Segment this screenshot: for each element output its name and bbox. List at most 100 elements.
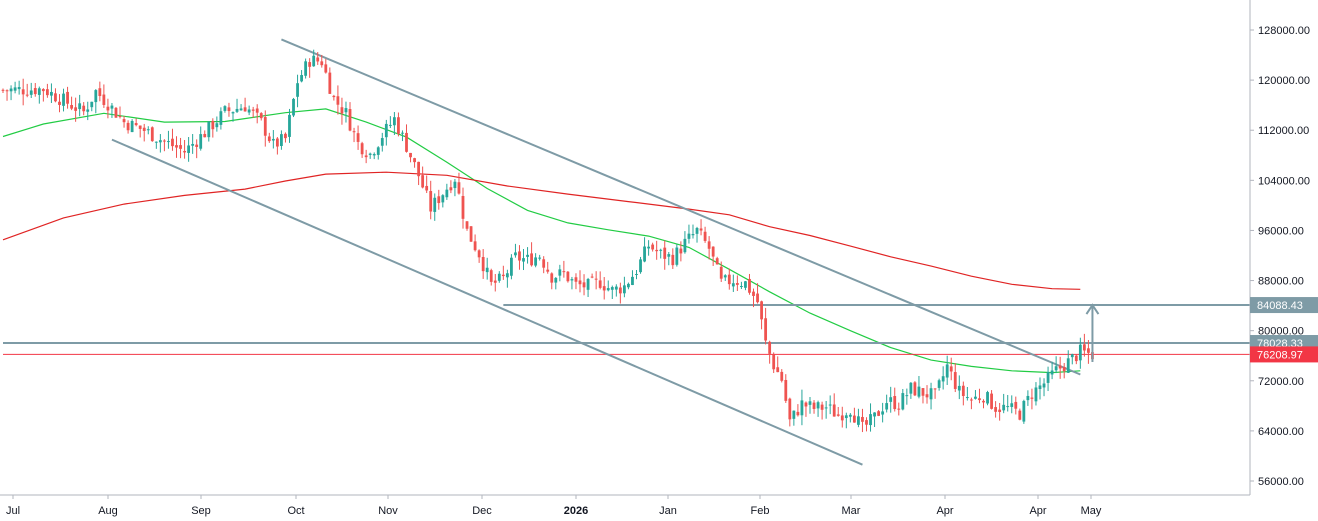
candle-body bbox=[760, 301, 763, 320]
candle-body bbox=[893, 396, 897, 410]
candle-body bbox=[1046, 372, 1050, 383]
candle-body bbox=[873, 412, 876, 417]
candle-body bbox=[518, 251, 521, 261]
candle-body bbox=[550, 273, 554, 283]
candle-body bbox=[978, 398, 981, 401]
target-arrow-head bbox=[1085, 303, 1100, 315]
candle-body bbox=[1010, 403, 1014, 407]
candle-body bbox=[130, 120, 134, 133]
candle-body bbox=[441, 195, 445, 203]
candle-body bbox=[227, 107, 231, 112]
candle-body bbox=[675, 247, 679, 265]
candle-body bbox=[54, 93, 57, 102]
candle-body bbox=[1050, 370, 1054, 375]
candle-body bbox=[1, 89, 5, 91]
candle-body bbox=[134, 123, 138, 126]
candle-body bbox=[1038, 385, 1042, 390]
candle-body bbox=[239, 108, 243, 111]
candle-body bbox=[29, 90, 33, 95]
candle-body bbox=[865, 420, 868, 425]
candle-body bbox=[816, 402, 820, 409]
candle-body bbox=[183, 150, 186, 153]
candle-body bbox=[812, 402, 816, 409]
candle-body bbox=[510, 257, 513, 276]
candle-body bbox=[651, 244, 655, 250]
candle-body bbox=[631, 276, 634, 286]
candle-body bbox=[1087, 348, 1090, 353]
candle-body bbox=[606, 288, 610, 291]
candle-body bbox=[824, 407, 828, 409]
candle-body bbox=[1030, 397, 1034, 399]
candle-body bbox=[1078, 344, 1082, 361]
candle-body bbox=[792, 410, 796, 419]
candle-body bbox=[534, 257, 538, 266]
candle-body bbox=[772, 354, 776, 370]
candle-body bbox=[554, 277, 558, 283]
candle-body bbox=[578, 280, 582, 285]
candle-body bbox=[320, 61, 324, 66]
candle-body bbox=[154, 141, 158, 143]
candle-body bbox=[897, 408, 901, 410]
candle-body bbox=[1026, 395, 1030, 401]
candle-body bbox=[970, 399, 973, 401]
candle-body bbox=[191, 143, 195, 146]
time-tick-label: Aug bbox=[98, 505, 118, 517]
time-axis[interactable]: Jul Aug Sep Oct Nov Dec 2026 Jan Feb Mar Apr Apr May bbox=[0, 494, 1250, 517]
candle-body bbox=[917, 386, 921, 397]
candle-body bbox=[655, 249, 659, 252]
candle-body bbox=[905, 395, 909, 397]
candle-body bbox=[1074, 355, 1078, 362]
candle-body bbox=[50, 91, 53, 96]
candle-body bbox=[171, 138, 174, 147]
candle-body bbox=[453, 181, 457, 189]
candle-body bbox=[522, 258, 525, 262]
candle-body bbox=[340, 107, 344, 114]
candle-body bbox=[627, 283, 630, 288]
candle-body bbox=[195, 144, 199, 147]
candle-body bbox=[328, 72, 332, 94]
candle-body bbox=[259, 113, 263, 119]
candle-body bbox=[332, 95, 336, 98]
time-tick-label: Apr bbox=[1029, 505, 1046, 517]
candle-body bbox=[695, 227, 699, 234]
candle-body bbox=[86, 109, 90, 112]
candle-body bbox=[445, 189, 449, 198]
candle-body bbox=[243, 107, 247, 112]
time-tick-label: Mar bbox=[842, 505, 861, 517]
price-tag-background bbox=[1250, 297, 1318, 314]
candle-body bbox=[582, 282, 586, 288]
price-axis[interactable]: 128000.00 120000.00 112000.00 104000.00 9600… bbox=[1249, 0, 1318, 521]
candle-body bbox=[17, 87, 21, 90]
candle-body bbox=[179, 145, 182, 149]
candle-body bbox=[114, 107, 118, 118]
candle-body bbox=[1014, 401, 1018, 409]
candle-body bbox=[832, 404, 836, 417]
candle-body bbox=[1058, 365, 1062, 369]
candle-body bbox=[780, 371, 784, 381]
candle-body bbox=[707, 241, 711, 249]
candle-body bbox=[187, 145, 191, 153]
candle-body bbox=[784, 379, 788, 401]
candle-body bbox=[380, 138, 384, 146]
candle-body bbox=[514, 252, 517, 256]
candle-body bbox=[437, 196, 441, 204]
candle-body bbox=[828, 404, 832, 406]
candle-body bbox=[175, 145, 178, 148]
price-tick-label: 88000.00 bbox=[1258, 276, 1304, 288]
candle-body bbox=[574, 277, 578, 282]
time-tick-label: Feb bbox=[751, 505, 770, 517]
candle-body bbox=[679, 248, 683, 254]
candle-body bbox=[933, 388, 937, 390]
time-tick-label: Sep bbox=[191, 505, 211, 517]
candle-body bbox=[425, 185, 429, 191]
candle-body bbox=[267, 136, 271, 142]
candle-body bbox=[356, 133, 360, 142]
candle-body bbox=[62, 93, 65, 106]
candle-body bbox=[477, 250, 481, 258]
candle-body bbox=[735, 283, 739, 285]
candle-body bbox=[635, 274, 638, 276]
candle-body bbox=[913, 382, 917, 396]
channel-lower-trendline bbox=[111, 138, 863, 466]
candle-body bbox=[1018, 410, 1022, 420]
